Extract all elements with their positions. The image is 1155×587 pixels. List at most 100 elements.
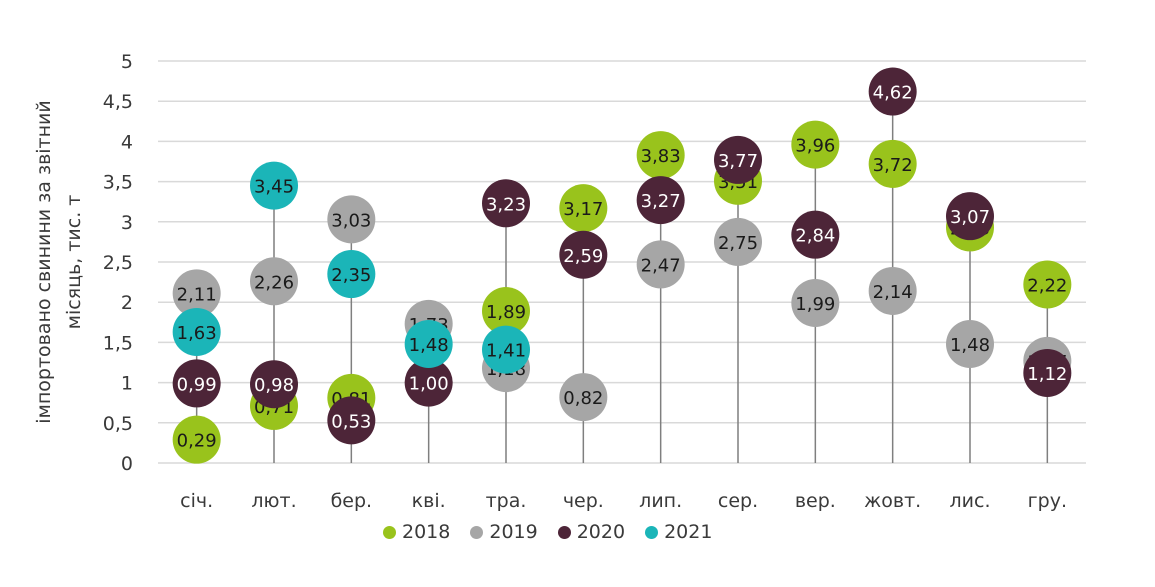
- data-point-2021: 3,45: [250, 161, 298, 210]
- data-point-2019: 0,82: [559, 373, 608, 422]
- legend-marker: [557, 525, 571, 539]
- data-label: 1,89: [486, 302, 526, 323]
- y-tick-label: 4: [121, 131, 133, 153]
- data-label: 1,48: [409, 335, 449, 356]
- data-label: 2,75: [718, 233, 758, 254]
- legend-marker: [383, 525, 396, 539]
- point-marker: [868, 67, 917, 116]
- data-point-2019: 2,11: [172, 269, 221, 318]
- data-label: 2,35: [331, 265, 371, 286]
- y-tick-label: 3,5: [103, 172, 133, 194]
- point-marker: [482, 287, 530, 336]
- data-point-2019: 2,14: [868, 266, 917, 315]
- x-category-label: бер.: [331, 490, 373, 512]
- data-label: 1,41: [486, 341, 526, 362]
- data-point-2020: 3,07: [946, 192, 994, 241]
- data-label: 0,53: [331, 411, 371, 432]
- data-label: 2,59: [563, 246, 603, 267]
- data-label: 3,83: [641, 146, 681, 167]
- point-marker: [327, 250, 376, 299]
- x-axis-categories: січ. лют. бер. кві. тра. чер. лип. сер. вер. жовт…: [180, 490, 1067, 512]
- point-marker: [714, 217, 762, 266]
- data-point-2019: 2,75: [714, 217, 762, 266]
- y-tick-label: 3: [121, 212, 133, 234]
- x-category-label: чер.: [563, 490, 604, 512]
- legend-item-2019: 2019: [470, 521, 538, 543]
- point-marker: [482, 179, 530, 228]
- data-point-2020: 4,62: [868, 67, 917, 116]
- data-point-2018: 0,29: [172, 415, 221, 464]
- legend-label: 2020: [576, 521, 626, 543]
- data-point-2020: 0,53: [327, 396, 376, 445]
- y-axis-title-line: імпортовано свинини за звітний: [33, 100, 55, 423]
- point-marker: [636, 131, 685, 180]
- point-marker: [327, 396, 376, 445]
- data-label: 3,07: [950, 207, 990, 228]
- data-label: 2,14: [873, 282, 913, 303]
- data-point-2018: 1,89: [482, 287, 530, 336]
- data-label: 1,48: [950, 335, 990, 356]
- legend-label: 2019: [489, 521, 538, 543]
- data-point-2018: 3,72: [868, 139, 917, 188]
- data-label: 2,26: [254, 272, 294, 293]
- gridlines: [158, 60, 1086, 464]
- data-point-2020: 1,00: [404, 358, 453, 407]
- data-point-2018: 3,96: [791, 120, 840, 169]
- x-category-label: тра.: [486, 490, 527, 512]
- legend-label: 2021: [664, 521, 713, 543]
- y-tick-label: 2: [121, 292, 133, 314]
- point-marker: [404, 358, 453, 407]
- data-point-2020: 0,98: [250, 360, 298, 409]
- data-point-2020: 3,27: [636, 176, 685, 225]
- point-marker: [327, 195, 376, 244]
- data-point-2018: 3,83: [636, 131, 685, 180]
- x-category-label: кві.: [412, 490, 446, 512]
- y-tick-label: 2,5: [103, 252, 133, 274]
- data-label: 2,47: [641, 255, 681, 276]
- point-marker: [636, 240, 685, 289]
- data-label: 1,00: [409, 374, 449, 395]
- data-point-2021: 1,63: [172, 307, 221, 356]
- y-tick-label: 0,5: [103, 413, 133, 435]
- legend-item-2021: 2021: [645, 521, 712, 543]
- data-label: 0,82: [563, 388, 603, 409]
- stems: [195, 91, 1049, 463]
- point-marker: [714, 135, 762, 184]
- x-category-label: вер.: [795, 490, 836, 512]
- data-point-2020: 2,59: [559, 230, 608, 279]
- y-tick-label: 4,5: [103, 91, 133, 113]
- data-point-2018: 3,17: [559, 184, 608, 233]
- data-point-2018: 2,22: [1023, 260, 1072, 309]
- x-category-label: лип.: [639, 490, 682, 512]
- point-marker: [404, 320, 453, 369]
- point-marker: [636, 176, 685, 225]
- data-label: 1,12: [1027, 364, 1067, 385]
- data-point-2021: 2,35: [327, 250, 376, 299]
- point-marker: [868, 139, 917, 188]
- x-category-label: жовт.: [864, 490, 921, 512]
- y-tick-label: 1: [121, 373, 133, 395]
- data-label: 0,29: [177, 431, 217, 452]
- point-marker: [559, 230, 608, 279]
- point-marker: [250, 257, 298, 306]
- data-point-2020: 3,23: [482, 179, 530, 228]
- point-marker: [250, 360, 298, 409]
- point-marker: [791, 279, 840, 328]
- data-label: 1,99: [795, 294, 835, 315]
- point-marker: [172, 415, 221, 464]
- point-marker: [482, 325, 530, 374]
- data-label: 1,63: [177, 323, 217, 344]
- legend: 2018 2019 2020 2021: [383, 521, 712, 543]
- data-point-2021: 1,48: [404, 320, 453, 369]
- data-point-2020: 1,12: [1023, 348, 1072, 397]
- point-marker: [172, 359, 221, 408]
- legend-item-2018: 2018: [383, 521, 450, 543]
- data-label: 2,11: [177, 284, 217, 305]
- data-label: 3,96: [795, 136, 835, 157]
- y-axis-ticks: 0 0,5 1 1,5 2 2,5 3 3,5 4 4,5 5: [103, 51, 133, 475]
- y-axis-title: імпортовано свинини за звітний місяць, ти…: [33, 100, 85, 423]
- data-point-2021: 1,41: [482, 325, 530, 374]
- data-point-2019: 3,03: [327, 195, 376, 244]
- data-point-2019: 1,99: [791, 279, 840, 328]
- data-label: 0,99: [177, 374, 217, 395]
